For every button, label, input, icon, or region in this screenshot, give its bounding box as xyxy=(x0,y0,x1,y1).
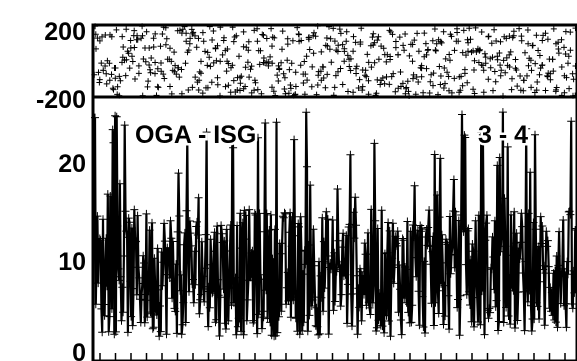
amplitude-panel: 20 10 0 OGA - ISG 3 - 4 xyxy=(58,95,577,361)
phase-panel: 200 -200 xyxy=(36,18,577,114)
phase-y-tick-200: 200 xyxy=(44,18,86,46)
amplitude-scatter-marks xyxy=(91,108,577,341)
station-pair-annotation: OGA - ISG xyxy=(135,121,256,149)
phase-plus-markers xyxy=(91,23,577,99)
amplitude-axis-ticks xyxy=(99,353,566,361)
amplitude-panel-frame xyxy=(91,95,577,361)
amplitude-plus-markers xyxy=(91,108,577,341)
baseline-annotation: 3 - 4 xyxy=(478,121,528,149)
x-minor-ticks xyxy=(99,353,566,361)
amplitude-y-tick-20: 20 xyxy=(58,150,86,178)
amplitude-y-tick-10: 10 xyxy=(58,248,86,276)
amplitude-y-tick-0: 0 xyxy=(72,339,86,361)
phase-y-tick-neg200: -200 xyxy=(36,86,86,114)
phase-scatter-marks xyxy=(91,23,577,99)
